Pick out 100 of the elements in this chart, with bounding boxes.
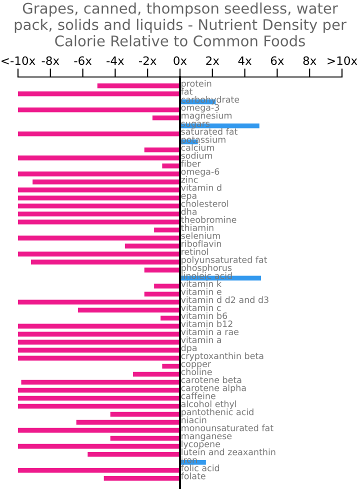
y-tick-label: lycopene — [182, 440, 220, 449]
y-tick-label: niacin — [182, 416, 206, 424]
bar — [88, 452, 180, 457]
y-tick-label: vitamin d d2 and d3 — [181, 296, 268, 304]
x-tick-label: 8x — [303, 56, 316, 66]
bar — [18, 404, 180, 409]
y-tick-label: zinc — [181, 176, 198, 183]
bar — [110, 412, 180, 417]
y-tick-label: folate — [181, 472, 206, 480]
y-tick-label: pantothenic acid — [182, 408, 254, 417]
x-tick-label: 6x — [270, 56, 284, 66]
bar — [18, 300, 180, 305]
y-tick-label: carotene beta — [181, 376, 242, 384]
bar — [104, 476, 180, 481]
bar — [18, 220, 180, 224]
x-tick-label: >10x — [328, 56, 358, 66]
bar — [18, 356, 180, 361]
bar — [18, 236, 180, 240]
bar — [18, 444, 180, 449]
bar — [18, 332, 180, 337]
bar — [18, 340, 180, 345]
bar — [154, 284, 180, 289]
bar — [124, 244, 180, 248]
y-tick-label: sugars — [181, 122, 210, 129]
y-tick-label: manganese — [182, 434, 232, 441]
y-tick-label: vitamin b12 — [181, 320, 232, 328]
bar — [18, 107, 180, 112]
bar — [18, 388, 180, 393]
bar — [144, 148, 180, 152]
y-tick-label: caffeine — [181, 392, 216, 400]
y-tick-label: vitamin c — [181, 304, 221, 312]
bar — [97, 83, 180, 88]
bar — [18, 131, 180, 136]
bar — [18, 212, 180, 216]
x-tick-label: -8x — [42, 56, 60, 66]
y-tick-label: fiber — [181, 160, 201, 167]
bar — [154, 228, 180, 232]
y-tick-label: magnesium — [182, 112, 232, 120]
bar — [18, 188, 180, 192]
bar — [18, 468, 180, 473]
y-tick-label: vitamin d — [181, 184, 222, 191]
chart-title: Grapes, canned, thompson seedless, water pack, solids and liquids - Nutrient Density per Calorie Relative to Common Foods — [14, 2, 346, 46]
y-tick-label: monounsaturated fat — [182, 424, 274, 432]
y-tick-label: choline — [181, 368, 212, 376]
bar — [30, 260, 180, 264]
x-tick-label: <-10x — [2, 56, 36, 66]
bar — [18, 196, 180, 200]
bar — [18, 348, 180, 353]
bar — [133, 372, 180, 377]
x-tick-label: 4x — [238, 56, 252, 65]
y-tick-label: vitamin a rae — [181, 328, 239, 336]
y-tick-label: lutein and zeaxanthin — [182, 448, 276, 456]
y-tick-label: thiamin — [181, 224, 214, 231]
y-tick-label: riboflavin — [182, 240, 222, 247]
bar — [78, 308, 180, 313]
bar — [21, 380, 180, 385]
y-tick-label: vitamin k — [181, 280, 222, 288]
y-tick-label: omega-3 — [181, 104, 220, 112]
x-tick-label: 2x — [206, 56, 220, 65]
y-tick-label: vitamin a — [181, 336, 222, 344]
bar — [32, 180, 180, 184]
x-tick-label: 0x — [174, 56, 187, 66]
y-tick-label: theobromine — [181, 216, 236, 223]
bar — [76, 420, 180, 425]
y-tick-label: retinol — [182, 248, 208, 255]
y-tick-label: saturated fat — [181, 128, 238, 135]
bar — [18, 204, 180, 208]
y-tick-label: alcohol ethyl — [181, 400, 236, 409]
y-tick-label: vitamin b6 — [181, 312, 228, 320]
x-tick-label: -4x — [106, 56, 124, 65]
y-tick-label: copper — [181, 362, 212, 369]
bar — [18, 156, 180, 160]
y-tick-label: omega-6 — [181, 168, 220, 177]
y-tick-label: phosphorus — [182, 264, 232, 273]
x-tick-label: -6x — [74, 56, 92, 66]
bar — [18, 324, 180, 329]
y-tick-label: selenium — [181, 232, 220, 239]
y-tick-label: cholesterol — [181, 200, 228, 207]
bar — [144, 268, 180, 272]
x-tick-label: -2x — [139, 56, 156, 65]
y-tick-label: dpa — [181, 344, 196, 353]
y-tick-label: carbohydrate — [181, 96, 240, 104]
y-tick-label: linoleic acid — [182, 272, 232, 280]
bar — [152, 115, 180, 120]
y-tick-label: calcium — [181, 144, 214, 151]
bar — [18, 428, 180, 433]
bar — [18, 172, 180, 176]
y-tick-label: fat — [181, 88, 192, 95]
bar — [110, 436, 180, 441]
y-tick-label: polyunsaturated fat — [182, 256, 268, 265]
y-tick-label: carotene alpha — [181, 384, 246, 393]
y-tick-label: folic acid — [181, 464, 220, 472]
y-tick-label: sodium — [181, 152, 212, 159]
bar — [18, 396, 180, 401]
y-tick-label: dha — [181, 208, 196, 215]
bar — [144, 292, 180, 297]
y-tick-label: cryptoxanthin beta — [181, 352, 264, 361]
y-tick-label: potassium — [182, 136, 226, 145]
bar — [160, 316, 180, 321]
y-tick-label: protein — [182, 80, 212, 88]
